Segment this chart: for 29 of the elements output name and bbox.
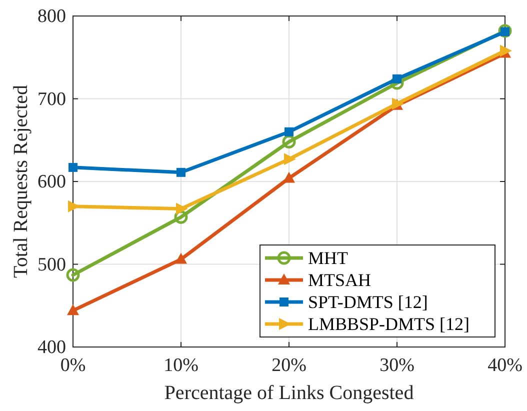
- point: [284, 127, 294, 136]
- point: [498, 24, 512, 38]
- x-tick-label: 40%: [488, 355, 523, 376]
- point: [176, 168, 186, 177]
- point: [176, 202, 188, 215]
- y-tick-label: 600: [38, 172, 66, 192]
- y-axis-title: Total Requests Rejected: [10, 85, 32, 278]
- y-tick-label: 700: [38, 88, 66, 110]
- x-tick-label: 0%: [60, 355, 86, 376]
- legend-label: MHT: [308, 248, 348, 268]
- legend-label: LMBBSP-DMTS [12]: [308, 314, 470, 334]
- y-tick-label: 500: [38, 254, 66, 276]
- x-tick-label: 10%: [164, 355, 199, 376]
- y-tick-label: 400: [38, 337, 66, 358]
- point: [282, 135, 296, 149]
- point: [175, 252, 187, 264]
- point: [283, 172, 295, 183]
- x-axis-title: Percentage of Links Congested: [164, 382, 414, 404]
- point: [67, 304, 79, 316]
- point: [68, 162, 78, 172]
- x-tick-label: 30%: [380, 355, 415, 376]
- point: [66, 268, 80, 282]
- point: [392, 74, 402, 84]
- point: [284, 153, 296, 166]
- legend-label: MTSAH: [308, 270, 372, 290]
- legend-label: SPT-DMTS [12]: [308, 292, 428, 312]
- x-tick-label: 20%: [272, 355, 307, 376]
- point: [174, 210, 188, 224]
- y-tick-label: 800: [38, 6, 66, 27]
